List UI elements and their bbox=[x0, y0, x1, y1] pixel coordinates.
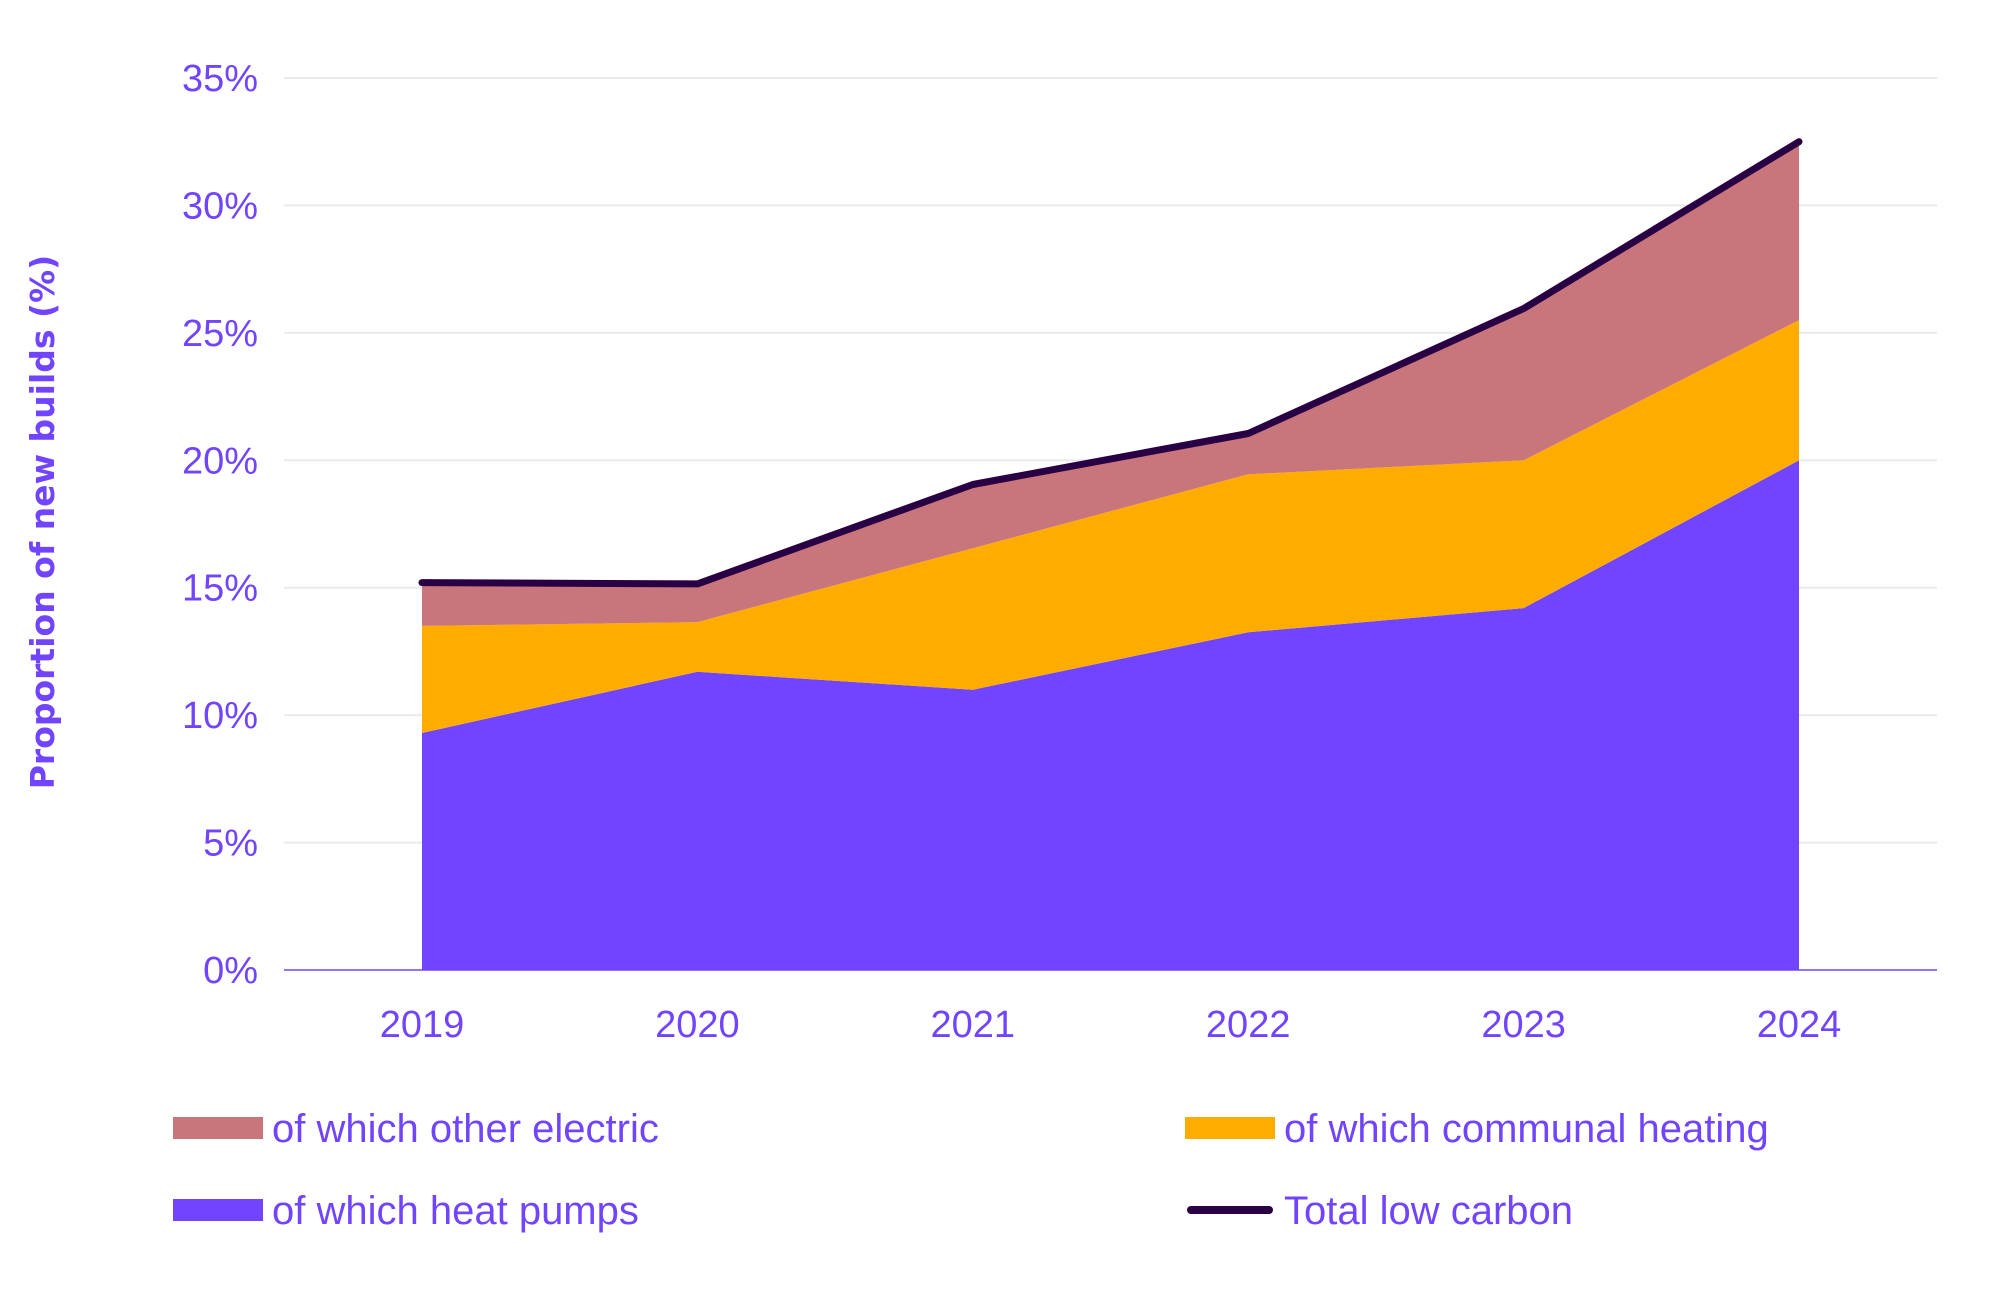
legend-label: of which other electric bbox=[272, 1107, 659, 1151]
x-tick-label: 2020 bbox=[655, 1004, 740, 1046]
area-communal-heating bbox=[422, 320, 1799, 733]
y-axis-ticks: 0% 5% 10% 15% 20% 25% 30% 35% bbox=[182, 58, 258, 992]
legend-item: Total low carbon bbox=[1187, 1189, 1573, 1233]
area-heat-pumps bbox=[422, 460, 1799, 970]
x-tick-label: 2021 bbox=[931, 1004, 1016, 1046]
y-tick-label: 20% bbox=[182, 440, 258, 482]
x-axis-ticks: 2019 2020 2021 2022 2023 2024 bbox=[380, 1004, 1842, 1046]
legend: of which other electric of which communal… bbox=[173, 1107, 1769, 1233]
legend-item: of which heat pumps bbox=[173, 1189, 639, 1233]
area-series bbox=[422, 141, 1799, 970]
y-tick-label: 30% bbox=[182, 185, 258, 227]
line-series bbox=[418, 138, 1803, 588]
legend-swatch bbox=[173, 1117, 263, 1139]
x-tick-label: 2023 bbox=[1481, 1004, 1566, 1046]
legend-swatch bbox=[173, 1199, 263, 1221]
line-total-low-carbon bbox=[418, 138, 1803, 588]
legend-swatch bbox=[1185, 1117, 1275, 1139]
x-tick-label: 2019 bbox=[380, 1004, 465, 1046]
y-axis-title: Proportion of new builds (%) bbox=[23, 255, 62, 790]
x-tick-label: 2022 bbox=[1206, 1004, 1291, 1046]
y-tick-label: 25% bbox=[182, 313, 258, 355]
y-tick-label: 35% bbox=[182, 58, 258, 100]
area-other-electric bbox=[422, 141, 1799, 626]
legend-label: Total low carbon bbox=[1284, 1189, 1573, 1233]
y-tick-label: 5% bbox=[203, 823, 258, 865]
legend-item: of which communal heating bbox=[1185, 1107, 1769, 1151]
y-tick-label: 10% bbox=[182, 695, 258, 737]
x-tick-label: 2024 bbox=[1757, 1004, 1842, 1046]
legend-label: of which communal heating bbox=[1284, 1107, 1769, 1151]
legend-label: of which heat pumps bbox=[272, 1189, 639, 1233]
y-tick-label: 15% bbox=[182, 568, 258, 610]
legend-item: of which other electric bbox=[173, 1107, 659, 1151]
y-tick-label: 0% bbox=[203, 950, 258, 992]
